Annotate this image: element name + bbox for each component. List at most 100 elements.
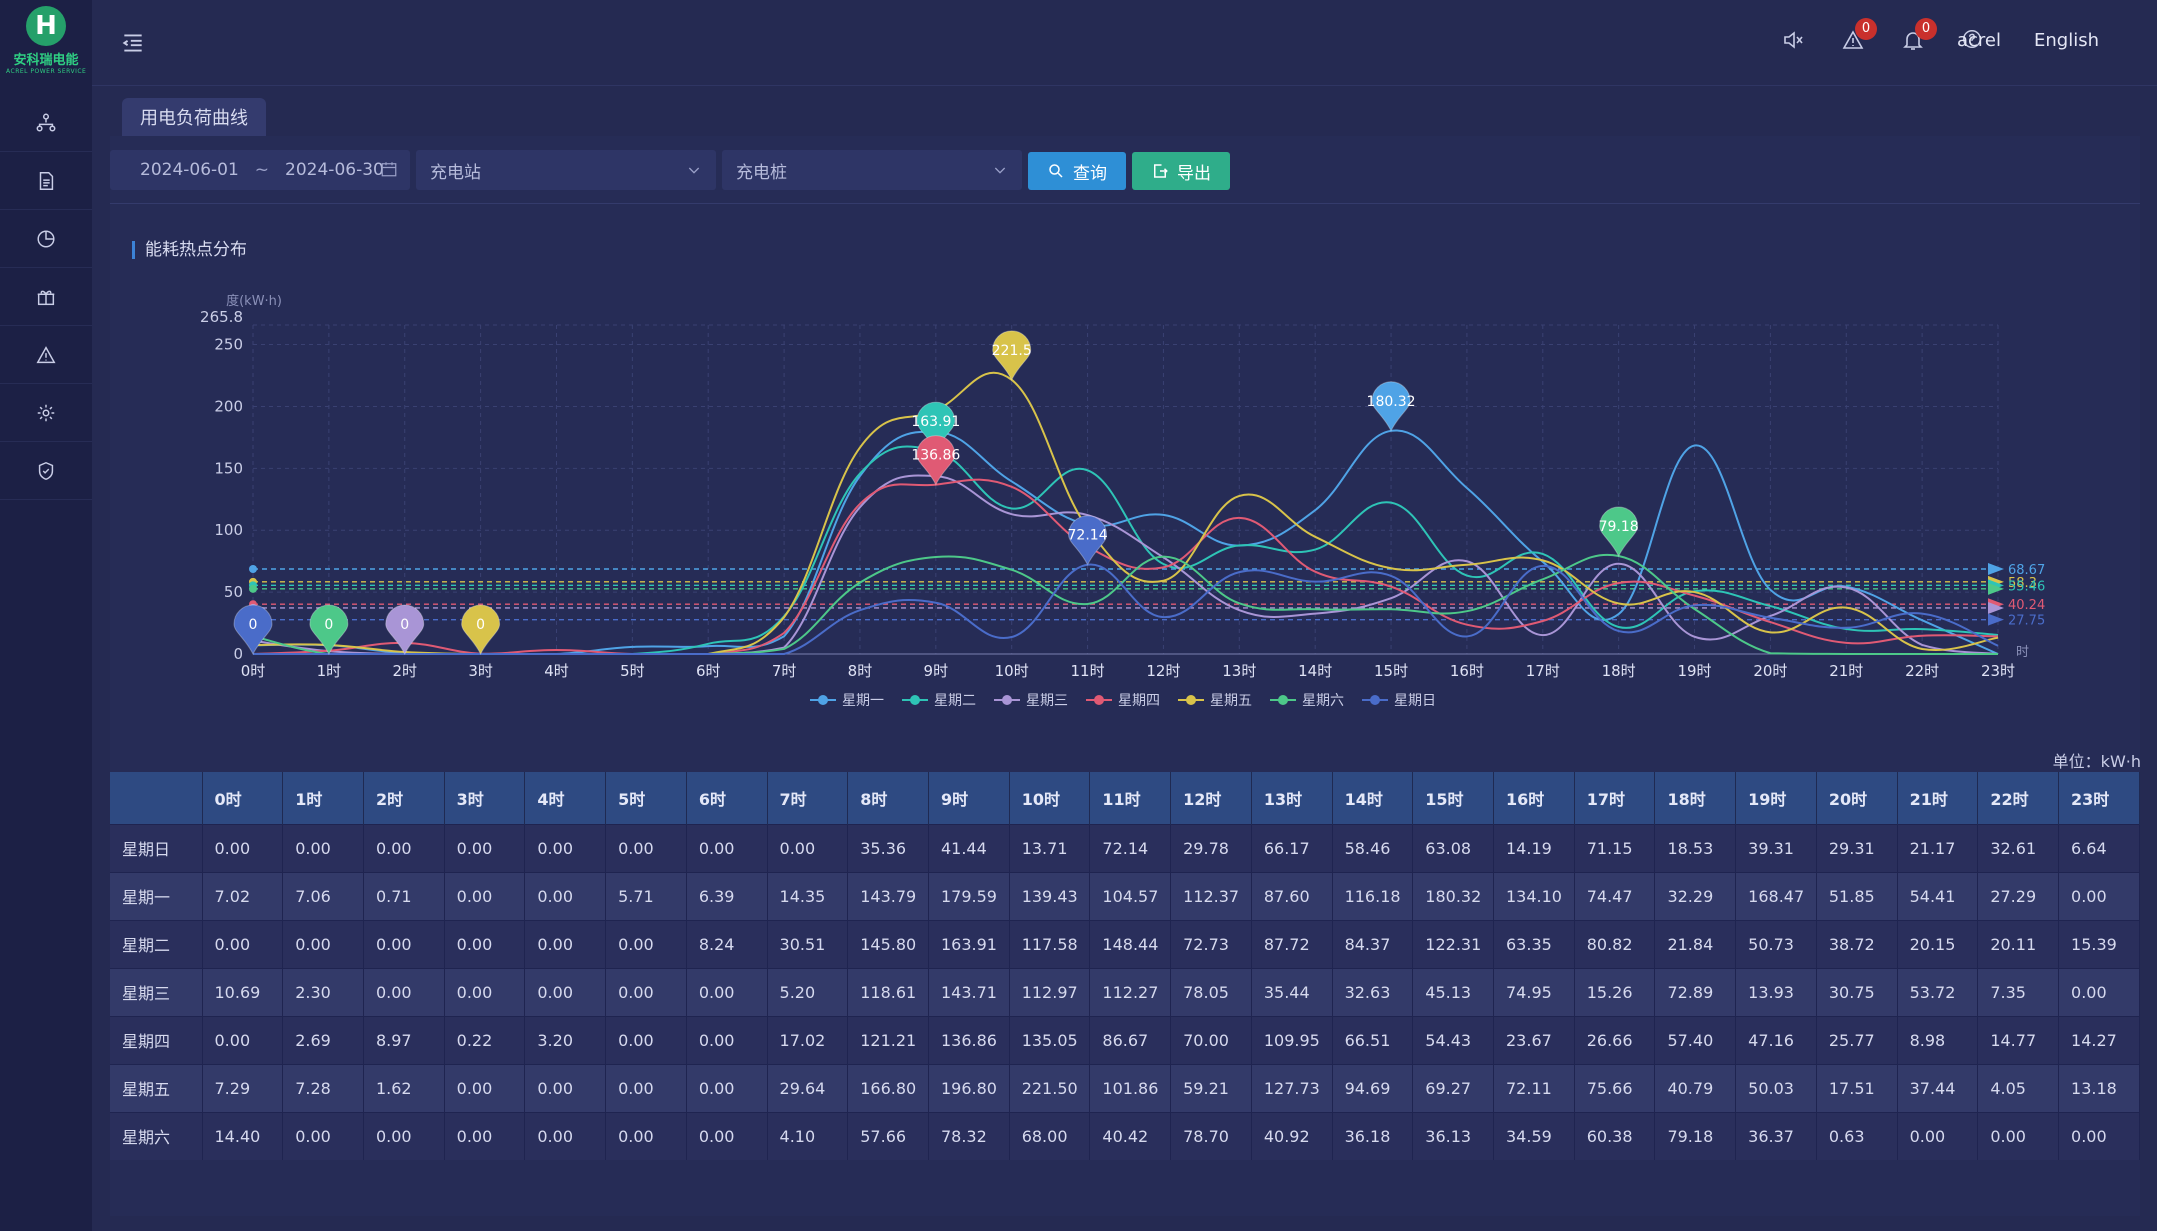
table-column-header[interactable]: 17时 [1574, 772, 1656, 824]
table-row-label: 星期日 [110, 823, 203, 872]
top-header: 0 0 [92, 0, 2157, 86]
table-cell: 139.43 [1009, 871, 1091, 920]
table-cell: 168.47 [1735, 871, 1817, 920]
table-cell: 7.35 [1977, 967, 2060, 1016]
date-start: 2024-06-01 [140, 160, 239, 180]
table-cell: 0.00 [605, 1063, 687, 1112]
table-cell: 0.22 [444, 1015, 526, 1064]
sidebar-item-settings[interactable] [0, 384, 92, 442]
table-column-header[interactable]: 3时 [444, 772, 526, 824]
table-column-header[interactable]: 9时 [928, 772, 1010, 824]
x-tick-label: 13时 [1222, 662, 1256, 680]
table-column-header[interactable]: 20时 [1816, 772, 1898, 824]
table-column-header[interactable]: 14时 [1332, 772, 1414, 824]
average-label: 58.3 [2008, 576, 2037, 591]
table-cell: 26.66 [1574, 1015, 1656, 1064]
table-column-header[interactable]: 7时 [767, 772, 849, 824]
x-tick-label: 9时 [924, 662, 949, 680]
table-column-header[interactable]: 2时 [363, 772, 445, 824]
table-row: 星期一 7.02 7.06 0.71 0.00 0.00 5.71 6.39 14.35 143.… [110, 871, 2140, 920]
x-tick-label: 10时 [995, 662, 1029, 680]
sidebar-item-document[interactable] [0, 152, 92, 210]
table-cell: 47.16 [1735, 1015, 1817, 1064]
legend-label: 星期五 [1210, 693, 1252, 709]
sidebar-item-gift[interactable] [0, 268, 92, 326]
logo-mark: H [26, 6, 66, 46]
x-tick-label: 7时 [772, 662, 797, 680]
language-switch[interactable]: English [2034, 30, 2099, 51]
sidebar-item-network[interactable] [0, 94, 92, 152]
table-column-header[interactable]: 8时 [847, 772, 929, 824]
table-column-header[interactable]: 19时 [1735, 772, 1817, 824]
legend-marker [1186, 695, 1196, 705]
table-row-label: 星期六 [110, 1111, 203, 1160]
chevron-down-icon [688, 167, 700, 174]
table-column-header[interactable]: 10时 [1009, 772, 1091, 824]
table-row: 星期日 0.00 0.00 0.00 0.00 0.00 0.00 0.00 0.00 35.36… [110, 823, 2140, 872]
table-cell: 59.21 [1170, 1063, 1252, 1112]
table-cell: 29.31 [1816, 823, 1898, 872]
table-column-header[interactable]: 4时 [524, 772, 607, 824]
table-cell: 0.00 [605, 1015, 687, 1064]
table-cell: 0.00 [202, 823, 284, 872]
table-column-header[interactable]: 12时 [1170, 772, 1252, 824]
table-cell: 112.97 [1009, 967, 1091, 1016]
sidebar-item-security[interactable] [0, 442, 92, 500]
user-name[interactable]: acrel [1956, 30, 2001, 51]
table-column-header[interactable]: 15时 [1412, 772, 1494, 824]
table-cell: 0.00 [444, 1063, 526, 1112]
table-column-header[interactable]: 21时 [1897, 772, 1979, 824]
table-cell: 94.69 [1332, 1063, 1414, 1112]
table-cell: 13.71 [1009, 823, 1091, 872]
table-cell: 118.61 [847, 967, 929, 1016]
x-tick-label: 16时 [1450, 662, 1484, 680]
x-tick-label: 5时 [620, 662, 645, 680]
table-cell: 78.05 [1170, 967, 1252, 1016]
help-button[interactable] [1961, 28, 1987, 54]
station-select[interactable]: 充电站 [416, 150, 716, 190]
table-cell: 0.00 [605, 823, 687, 872]
sidebar-item-statistics[interactable] [0, 210, 92, 268]
table-cell: 179.59 [928, 871, 1010, 920]
table-cell: 40.92 [1251, 1111, 1333, 1160]
table-column-header[interactable]: 16时 [1493, 772, 1575, 824]
query-button[interactable]: 查询 [1028, 152, 1126, 190]
section-title: 能耗热点分布 [132, 241, 247, 259]
x-tick-label: 0时 [241, 662, 266, 680]
table-cell: 143.79 [847, 871, 929, 920]
table-cell: 21.17 [1897, 823, 1979, 872]
table-column-header[interactable]: 11时 [1089, 772, 1172, 824]
table-cell: 0.00 [363, 823, 445, 872]
table-column-header[interactable]: 1时 [282, 772, 364, 824]
notification-button[interactable]: 0 [1901, 18, 1937, 54]
table-column-header[interactable]: 22时 [1977, 772, 2060, 824]
table-column-header[interactable]: 13时 [1251, 772, 1333, 824]
table-column-header[interactable]: 23时 [2058, 772, 2140, 824]
document-icon [39, 171, 54, 190]
table-column-header[interactable]: 0时 [202, 772, 284, 824]
date-range-picker[interactable]: 2024-06-01 ~ 2024-06-30 [110, 150, 410, 190]
table-cell: 40.42 [1089, 1111, 1172, 1160]
table-column-header[interactable]: 18时 [1654, 772, 1737, 824]
y-axis-title: 度(kW·h) [226, 293, 282, 309]
tab-load-curve[interactable]: 用电负荷曲线 [122, 98, 266, 136]
table-cell: 17.02 [767, 1015, 849, 1064]
mute-button[interactable] [1781, 28, 1807, 54]
sidebar-item-alarm[interactable] [0, 326, 92, 384]
table-column-header[interactable]: 5时 [605, 772, 687, 824]
table-column-header[interactable]: 6时 [686, 772, 768, 824]
app-logo[interactable]: H 安科瑞电能 ACREL POWER SERVICE [6, 6, 86, 75]
table-row-label: 星期一 [110, 871, 203, 920]
table-row-label: 星期三 [110, 967, 203, 1016]
menu-toggle-icon[interactable] [120, 30, 146, 56]
table-cell: 14.40 [202, 1111, 284, 1160]
pile-select[interactable]: 充电桩 [722, 150, 1022, 190]
table-cell: 14.77 [1977, 1015, 2060, 1064]
y-tick-label: 0 [233, 645, 243, 663]
markpoint-label: 0 [324, 617, 333, 633]
table-cell: 0.71 [363, 871, 445, 920]
export-button[interactable]: 导出 [1132, 152, 1230, 190]
table-row: 星期二 0.00 0.00 0.00 0.00 0.00 0.00 8.24 30.51 145.… [110, 919, 2140, 968]
markpoint-label: 72.14 [1068, 528, 1108, 544]
alarm-button[interactable]: 0 [1841, 18, 1877, 54]
